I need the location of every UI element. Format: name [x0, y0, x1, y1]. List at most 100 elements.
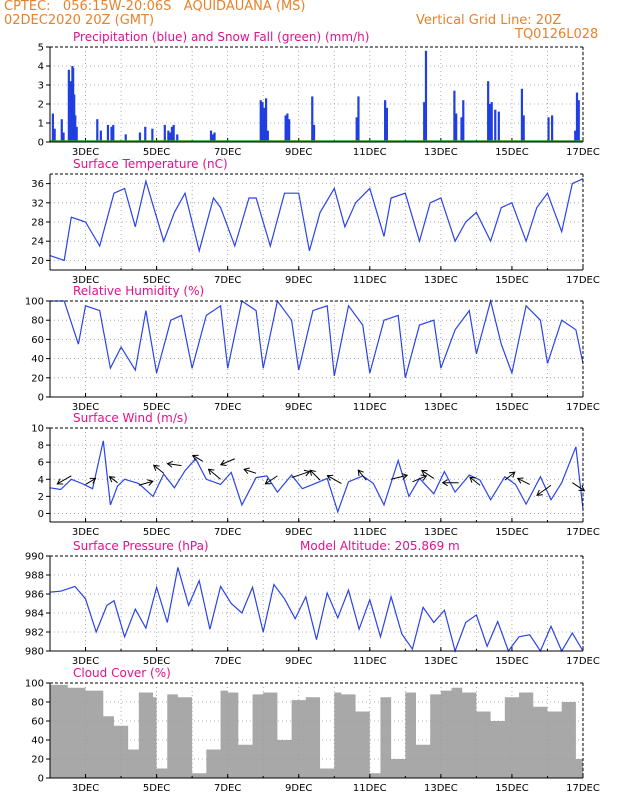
- x-tick-label: 17DEC: [566, 402, 600, 413]
- y-tick-label: 988: [25, 571, 44, 582]
- wind-arrow-head: [207, 468, 215, 475]
- temp-title: Surface Temperature (nC): [73, 157, 228, 171]
- header-grid-line: Vertical Grid Line: 20Z: [416, 13, 562, 28]
- wind-arrow: [208, 468, 221, 480]
- wind-arrow-head: [108, 476, 116, 483]
- x-tick-label: 5DEC: [143, 147, 170, 158]
- wind-arrow: [167, 463, 182, 467]
- precipitation-bar: [138, 132, 142, 142]
- wind-arrow-head: [152, 464, 160, 471]
- wind-arrow-head: [56, 478, 64, 485]
- x-tick-label: 13DEC: [424, 656, 458, 667]
- x-tick-label: 9DEC: [285, 656, 312, 667]
- pressure-annotation: Model Altitude: 205.869 m: [300, 539, 460, 553]
- x-tick-label: 3DEC: [72, 275, 99, 286]
- wind-arrow-head: [243, 467, 250, 475]
- wind-arrow-head: [303, 469, 311, 477]
- wind-arrow-head: [89, 477, 97, 484]
- y-tick-label: 36: [31, 179, 44, 190]
- precipitation-bar: [263, 107, 266, 142]
- precipitation-bar: [455, 113, 458, 142]
- wind-arrow: [572, 482, 585, 492]
- wind-arrow-head: [357, 469, 364, 476]
- precip-panel: Precipitation (blue) and Snow Fall (gree…: [38, 30, 600, 158]
- header-location: CPTEC: 056:15W-20:06S AQUIDAUANA (MS): [4, 0, 306, 14]
- wind-arrow: [390, 474, 408, 480]
- x-tick-label: 9DEC: [285, 275, 312, 286]
- precipitation-bar: [577, 100, 580, 142]
- precipitation-bar: [460, 117, 463, 142]
- wind-arrow: [309, 469, 321, 481]
- precipitation-bar: [124, 134, 127, 142]
- x-tick-label: 15DEC: [495, 656, 529, 667]
- precipitation-bar: [355, 117, 358, 142]
- x-tick-label: 11DEC: [353, 275, 387, 286]
- precipitation-bar: [96, 119, 99, 142]
- pressure-line: [49, 567, 584, 653]
- precip-title: Precipitation (blue) and Snow Fall (gree…: [73, 30, 369, 44]
- wind-arrow: [265, 475, 278, 485]
- y-tick-label: 28: [31, 218, 44, 229]
- y-tick-label: 986: [25, 590, 44, 601]
- precipitation-bar: [264, 98, 268, 142]
- x-tick-label: 7DEC: [214, 783, 241, 794]
- x-tick-label: 15DEC: [495, 783, 529, 794]
- x-tick-label: 15DEC: [495, 402, 529, 413]
- x-tick-label: 11DEC: [353, 527, 387, 538]
- precipitation-bar: [176, 134, 179, 142]
- x-tick-label: 17DEC: [566, 783, 600, 794]
- precipitation-bar: [261, 102, 264, 142]
- x-tick-label: 3DEC: [72, 783, 99, 794]
- y-tick-label: 1: [38, 119, 44, 130]
- rh-line: [50, 298, 584, 378]
- precipitation-bar: [424, 50, 428, 142]
- wind-arrow-head: [401, 473, 409, 480]
- precipitation-bar: [288, 119, 291, 142]
- wind-arrow: [291, 471, 310, 479]
- precipitation-bar: [575, 92, 579, 142]
- y-tick-label: 5: [38, 43, 44, 54]
- wind-arrow-head: [420, 469, 428, 476]
- rh-title: Relative Humidity (%): [73, 284, 204, 298]
- y-tick-label: 20: [31, 256, 44, 267]
- y-tick-label: 10: [31, 424, 44, 435]
- y-tick-label: 8: [38, 441, 44, 452]
- precipitation-bar: [53, 128, 56, 142]
- precipitation-bar: [259, 100, 262, 142]
- cloud-cover-area: [50, 684, 583, 778]
- wind-arrow-head: [191, 454, 199, 461]
- y-tick-label: 80: [31, 316, 44, 327]
- x-tick-label: 9DEC: [285, 527, 312, 538]
- wind-arrow: [412, 475, 427, 483]
- precipitation-bar: [106, 124, 110, 142]
- precipitation-bar: [266, 130, 269, 142]
- x-tick-label: 15DEC: [495, 147, 529, 158]
- x-tick-label: 5DEC: [143, 275, 170, 286]
- x-tick-label: 5DEC: [143, 402, 170, 413]
- y-tick-label: 2: [38, 100, 44, 111]
- precipitation-bar: [74, 115, 77, 142]
- wind-arrow-head: [166, 460, 174, 468]
- wind-arrow-head: [536, 489, 543, 496]
- x-tick-label: 11DEC: [353, 147, 387, 158]
- wind-arrow-head: [516, 477, 524, 484]
- precipitation-bar: [453, 90, 456, 142]
- x-tick-label: 11DEC: [353, 402, 387, 413]
- y-tick-label: 60: [31, 717, 44, 728]
- x-tick-label: 9DEC: [285, 147, 312, 158]
- precipitation-bar: [487, 81, 490, 142]
- wind-arrow-head: [264, 478, 272, 485]
- y-tick-label: 6: [38, 458, 44, 469]
- y-tick-label: 80: [31, 698, 44, 709]
- x-tick-label: 7DEC: [214, 275, 241, 286]
- precipitation-bar: [522, 115, 525, 142]
- precipitation-bar: [170, 126, 174, 142]
- precipitation-bar: [574, 130, 577, 142]
- precipitation-bar: [211, 134, 214, 142]
- wind-line: [49, 440, 584, 514]
- precipitation-bar: [497, 111, 500, 142]
- precipitation-bar: [112, 124, 115, 142]
- x-tick-label: 11DEC: [353, 783, 387, 794]
- precipitation-bar: [169, 132, 172, 142]
